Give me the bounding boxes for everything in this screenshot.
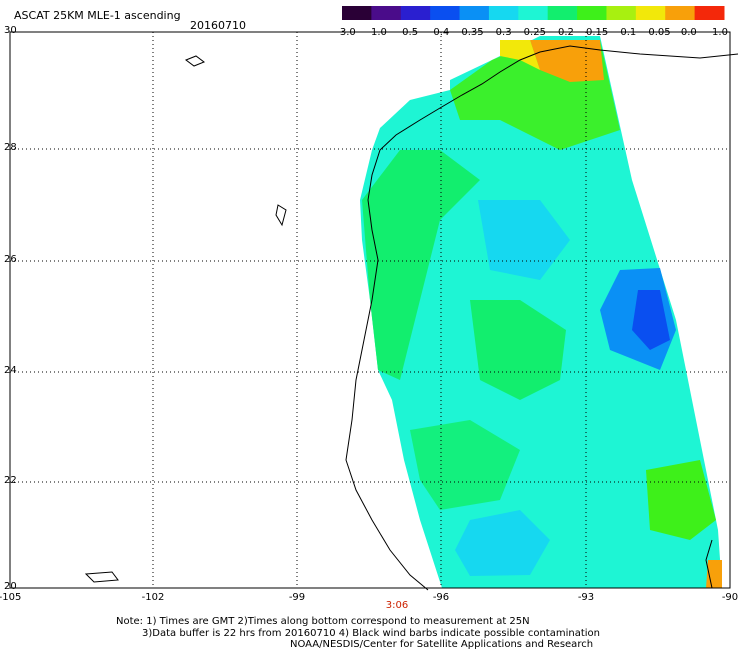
scale-tick-label: -0.25 bbox=[520, 27, 546, 38]
longitude-tick-label: -90 bbox=[721, 592, 739, 603]
scale-swatch bbox=[694, 6, 725, 20]
scale-tick-label: 0.0 bbox=[680, 27, 697, 38]
scale-tick-label: -0.5 bbox=[398, 27, 419, 38]
scale-tick-label: -0.15 bbox=[582, 27, 609, 38]
island-north bbox=[184, 55, 206, 67]
longitude-tick-label: -102 bbox=[141, 592, 165, 603]
scale-tick-label: -0.4 bbox=[429, 27, 450, 38]
island-mid bbox=[275, 204, 287, 227]
scale-tick-label: -0.05 bbox=[644, 27, 671, 38]
swath-cyan-patch bbox=[478, 200, 570, 280]
gulf-coast-line bbox=[379, 45, 739, 151]
lat-lon-grid bbox=[10, 32, 730, 588]
swath-deepblue-patch bbox=[632, 290, 670, 350]
scale-swatch bbox=[577, 6, 607, 20]
scale-swatch bbox=[371, 6, 402, 20]
longitude-tick-label: -105 bbox=[0, 592, 22, 603]
pass-time: 3:06 bbox=[385, 600, 409, 611]
scale-swatch bbox=[547, 6, 578, 20]
map-date: 20160710 bbox=[190, 19, 246, 32]
credit-line: NOAA/NESDIS/Center for Satellite Applica… bbox=[290, 639, 594, 650]
scale-swatch bbox=[459, 6, 490, 20]
swath-yellow-patch bbox=[500, 40, 540, 70]
scale-tick-label: -3.0 bbox=[336, 27, 356, 38]
scale-tick-label: -0.3 bbox=[492, 27, 512, 38]
scale-swatch bbox=[606, 6, 637, 20]
swath-orange-southeast bbox=[706, 560, 722, 588]
scatterometer-swath bbox=[360, 36, 722, 588]
texas-mexico-coast-line bbox=[345, 149, 429, 591]
latitude-tick-label: 26 bbox=[4, 254, 17, 265]
swath-green-southeast bbox=[646, 460, 716, 540]
latitude-tick-label: 28 bbox=[4, 142, 17, 153]
note-line-2: 3)Data buffer is 22 hrs from 20160710 4)… bbox=[142, 628, 600, 639]
coastline bbox=[84, 45, 739, 591]
island-south bbox=[84, 571, 119, 583]
scale-tick-label: 1.0 bbox=[712, 27, 728, 38]
scale-swatch bbox=[400, 6, 431, 20]
scale-tick-label: -0.35 bbox=[457, 27, 484, 38]
color-scale-bar bbox=[342, 6, 725, 20]
scale-swatch bbox=[342, 6, 372, 20]
map-title: ASCAT 25KM MLE-1 ascending bbox=[14, 9, 181, 22]
latitude-tick-label: 24 bbox=[4, 365, 17, 376]
swath-green-west bbox=[362, 150, 480, 380]
scale-tick-label: -1.0 bbox=[367, 27, 387, 38]
latitude-tick-label: 20 bbox=[4, 581, 17, 592]
scale-swatch bbox=[635, 6, 666, 20]
swath-green-central bbox=[470, 300, 566, 400]
longitude-tick-label: -93 bbox=[577, 592, 595, 603]
swath-green-south bbox=[410, 420, 520, 510]
latitude-tick-label: 22 bbox=[4, 475, 17, 486]
scale-tick-label: -0.2 bbox=[554, 27, 574, 38]
latitude-tick-label: 30 bbox=[4, 25, 17, 36]
map-frame bbox=[9, 31, 731, 589]
scale-swatch bbox=[488, 6, 519, 20]
longitude-tick-label: -96 bbox=[432, 592, 450, 603]
note-line-1: Note: 1) Times are GMT 2)Times along bot… bbox=[116, 616, 530, 627]
swath-blue-south bbox=[455, 510, 550, 576]
scale-swatch bbox=[665, 6, 696, 20]
longitude-tick-label: -99 bbox=[288, 592, 306, 603]
scale-swatch bbox=[430, 6, 461, 20]
yucatan-coast-line bbox=[705, 539, 713, 589]
scale-tick-label: -0.1 bbox=[616, 27, 637, 38]
scale-swatch bbox=[518, 6, 549, 20]
